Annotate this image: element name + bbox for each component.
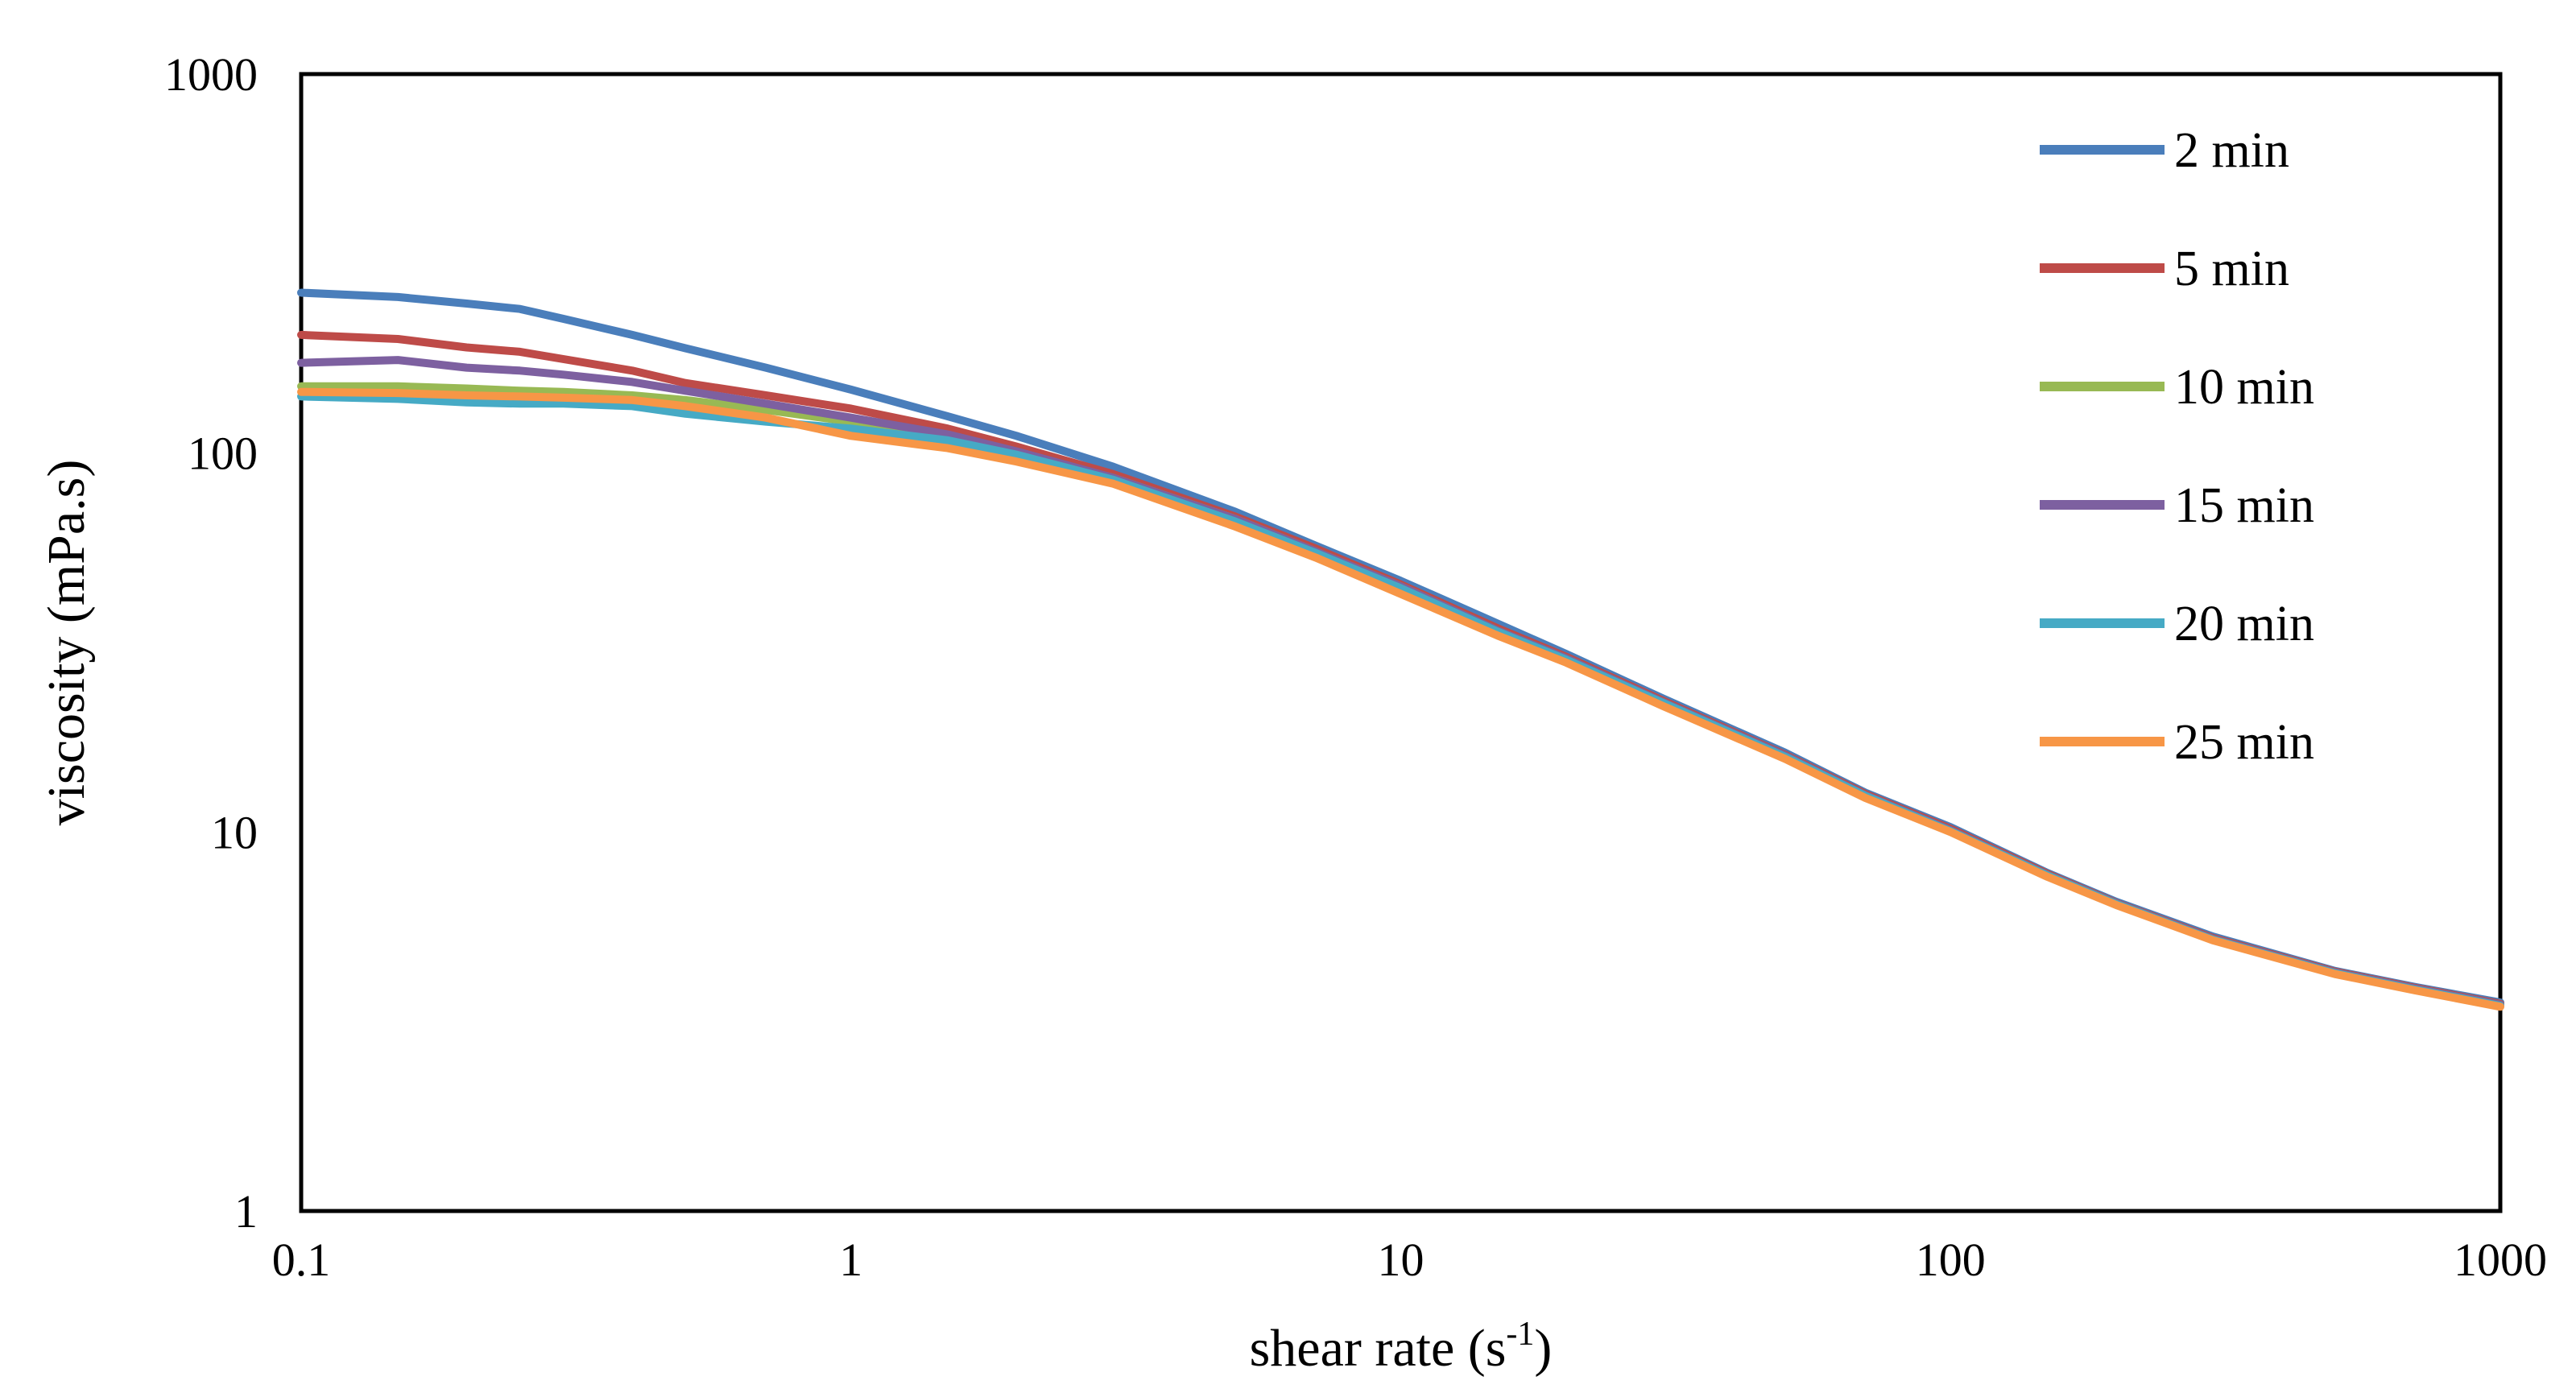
y-axis-title: viscosity (mPa.s) [37,460,96,826]
series-line-25-min [297,387,2504,1011]
legend-label: 25 min [2174,715,2314,770]
x-axis-title-main: shear rate (s [1250,1319,1507,1378]
x-axis-title-end: ) [1534,1319,1552,1378]
y-tick-label: 1000 [164,48,258,101]
series-line-20-min [297,392,2504,1011]
legend-label: 10 min [2174,360,2314,415]
x-tick-label: 100 [1916,1234,1986,1286]
series-line-10-min [297,382,2504,1009]
x-axis-title: shear rate (s-1) [1250,1316,1553,1378]
x-tick-label: 1 [839,1234,862,1286]
x-axis-title-superscript: -1 [1506,1316,1534,1353]
series-layer [297,288,2504,1011]
x-tick-label: 1000 [2454,1234,2547,1286]
x-axis-ticks: 0.1 1 10 100 1000 [272,1234,2547,1286]
series-line-15-min [297,356,2504,1009]
legend: 2 min 5 min 10 min 15 min 20 min 25 min [2040,123,2314,770]
x-tick-label: 10 [1378,1234,1424,1286]
legend-label: 5 min [2174,242,2289,296]
y-axis-ticks: 1 10 100 1000 [164,48,258,1238]
legend-label: 20 min [2174,597,2314,651]
series-line-5-min [297,330,2504,1008]
y-tick-label: 100 [188,428,258,480]
y-tick-label: 1 [234,1185,258,1238]
x-tick-label: 0.1 [272,1234,331,1286]
plot-area [299,72,2503,1213]
legend-label: 15 min [2174,478,2314,533]
legend-label: 2 min [2174,123,2289,178]
y-tick-label: 10 [211,806,258,858]
